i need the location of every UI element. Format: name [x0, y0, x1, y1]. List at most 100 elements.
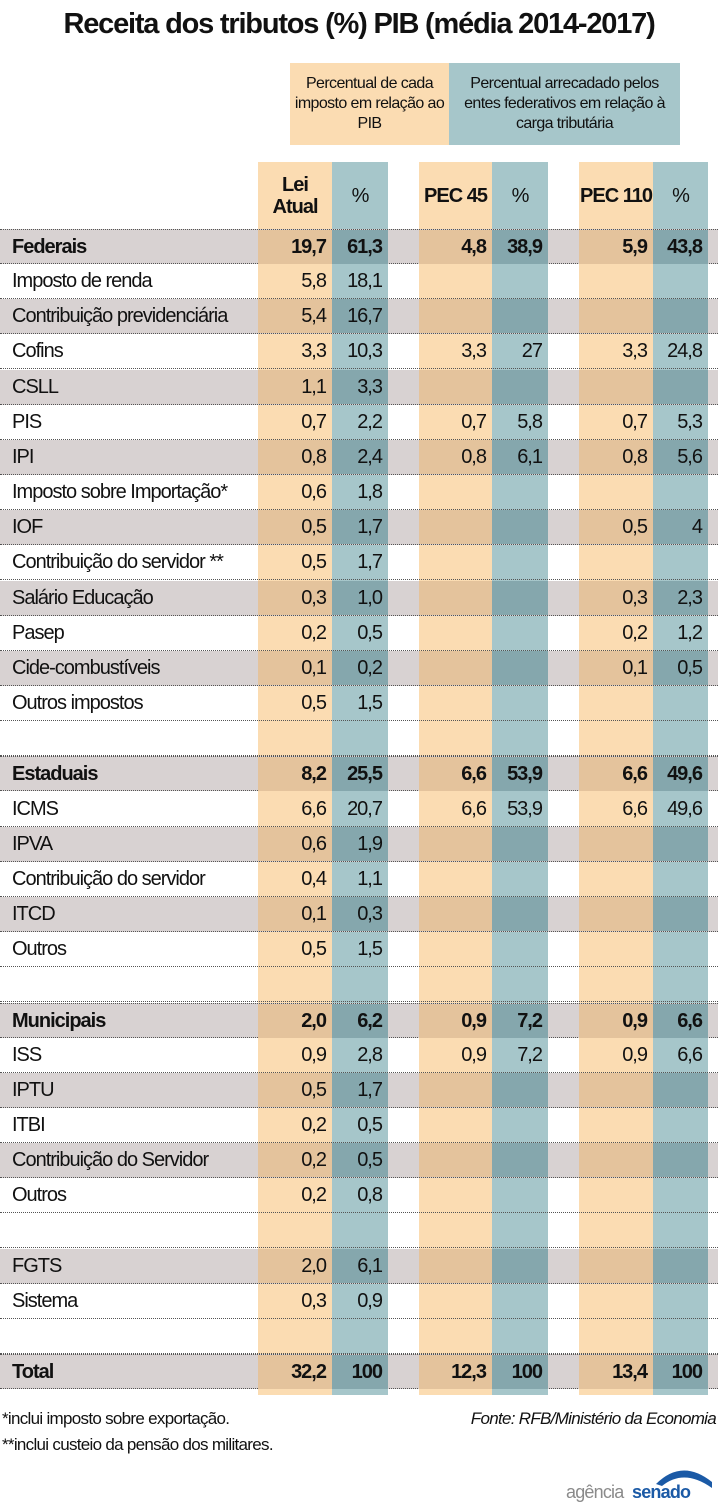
- row-label: Cofins: [12, 340, 64, 363]
- value-cell: 61,3: [332, 230, 388, 264]
- value-cell: 0,9: [419, 1003, 492, 1038]
- value-cell: [492, 264, 548, 298]
- agencia-senado-logo: agência senado: [566, 1470, 712, 1502]
- spacer-row: [0, 1213, 718, 1249]
- value-cell: [419, 580, 492, 615]
- value-cell: 5,3: [677, 410, 703, 433]
- value-cell: 5,8: [301, 270, 327, 293]
- value-cell: 25,5: [332, 757, 388, 792]
- value-cell: 0,2: [332, 650, 388, 685]
- value-cell: 0,1: [579, 650, 653, 685]
- footnote-1: *inclui imposto sobre exportação.: [2, 1409, 230, 1428]
- value-cell: 20,7: [347, 797, 383, 820]
- value-cell: [419, 1108, 492, 1142]
- value-cell: [492, 1178, 548, 1212]
- value-cell: [492, 897, 548, 932]
- column-header: Lei Atual: [272, 173, 319, 218]
- value-cell: 12,3: [419, 1355, 492, 1390]
- table-row: Contribuição do servidor ** 0,5 1,7: [0, 545, 718, 581]
- column-header: %: [511, 184, 530, 207]
- value-cell: [492, 1213, 548, 1247]
- footnote-2: **inclui custeio da pensão dos militares…: [2, 1435, 274, 1454]
- value-cell: 0,5: [301, 551, 327, 574]
- value-cell: 0,9: [301, 1043, 327, 1066]
- value-cell: [419, 650, 492, 685]
- row-label: Estaduais: [12, 763, 98, 786]
- value-cell: [653, 299, 708, 334]
- value-cell: 100: [332, 1355, 388, 1390]
- row-label: Sistema: [12, 1289, 78, 1312]
- table-row: FGTS 2,0 6,1: [0, 1248, 718, 1284]
- value-cell: [419, 686, 492, 720]
- value-cell: 5,9: [579, 230, 653, 264]
- value-cell: 3,3: [622, 340, 648, 363]
- table-row: Sistema 0,3 0,9: [0, 1284, 718, 1319]
- chart-title: Receita dos tributos (%) PIB (média 2014…: [63, 8, 655, 40]
- value-cell: [579, 1248, 653, 1283]
- value-cell: [579, 369, 653, 404]
- row-label: IPVA: [12, 832, 53, 855]
- value-cell: [258, 967, 332, 1001]
- value-cell: [419, 1178, 492, 1212]
- value-cell: [492, 1284, 548, 1318]
- value-cell: 6,6: [653, 1003, 708, 1038]
- table-row: Imposto sobre Importação* 0,6 1,8: [0, 475, 718, 511]
- value-cell: [419, 1143, 492, 1178]
- value-cell: 4,8: [419, 230, 492, 264]
- value-cell: 3,3: [461, 340, 487, 363]
- row-label: ICMS: [12, 797, 59, 820]
- table-row: ITBI 0,2 0,5: [0, 1108, 718, 1143]
- value-cell: [579, 862, 653, 896]
- value-cell: [492, 1143, 548, 1178]
- table-row: Imposto de renda 5,8 18,1: [0, 264, 718, 300]
- value-cell: 0,1: [258, 897, 332, 932]
- value-cell: [492, 510, 548, 545]
- value-cell: 2,0: [258, 1003, 332, 1038]
- value-cell: 0,2: [258, 1143, 332, 1178]
- value-cell: [579, 1319, 653, 1353]
- value-cell: [653, 1213, 708, 1247]
- value-cell: 1,7: [357, 551, 383, 574]
- value-cell: 10,3: [347, 340, 383, 363]
- value-cell: 2,0: [258, 1248, 332, 1283]
- value-cell: 38,9: [492, 230, 548, 264]
- value-cell: [579, 299, 653, 334]
- row-label: Imposto de renda: [12, 270, 153, 293]
- value-cell: 6,2: [332, 1003, 388, 1038]
- table-row: Salário Educação 0,3 1,0 0,3 2,3: [0, 580, 718, 616]
- value-cell: [579, 686, 653, 720]
- value-cell: 6,6: [419, 757, 492, 792]
- table-row: Federais 19,7 61,3 4,8 38,9 5,9 43,8: [0, 229, 718, 264]
- value-cell: 24,8: [667, 340, 703, 363]
- value-cell: 49,6: [667, 797, 703, 820]
- table-row: Contribuição do Servidor 0,2 0,5: [0, 1143, 718, 1179]
- value-cell: [419, 475, 492, 509]
- row-label: Municipais: [12, 1009, 106, 1032]
- value-cell: 27: [521, 340, 543, 363]
- value-cell: [579, 826, 653, 861]
- value-cell: [419, 1248, 492, 1283]
- value-cell: [653, 264, 708, 298]
- value-cell: [579, 932, 653, 966]
- row-label: [12, 1213, 262, 1247]
- value-cell: [419, 510, 492, 545]
- table-row: IPTU 0,5 1,7: [0, 1072, 718, 1108]
- value-cell: 7,2: [492, 1003, 548, 1038]
- svg-text:agência: agência: [566, 1482, 625, 1502]
- row-label: Salário Educação: [12, 586, 154, 609]
- value-cell: [579, 1072, 653, 1107]
- legend-carga: Percentual arrecadado pelos entes federa…: [449, 63, 680, 145]
- value-cell: 0,4: [301, 867, 327, 890]
- value-cell: 0,5: [653, 650, 708, 685]
- value-cell: [653, 1248, 708, 1283]
- value-cell: 0,5: [332, 1143, 388, 1178]
- value-cell: 1,1: [357, 867, 383, 890]
- value-cell: 0,5: [258, 510, 332, 545]
- value-cell: [492, 369, 548, 404]
- value-cell: 2,3: [653, 580, 708, 615]
- value-cell: [492, 1319, 548, 1353]
- value-cell: 53,9: [507, 797, 543, 820]
- row-label: Outros: [12, 1184, 67, 1207]
- value-cell: 2,2: [357, 410, 383, 433]
- value-cell: 0,5: [357, 1114, 383, 1136]
